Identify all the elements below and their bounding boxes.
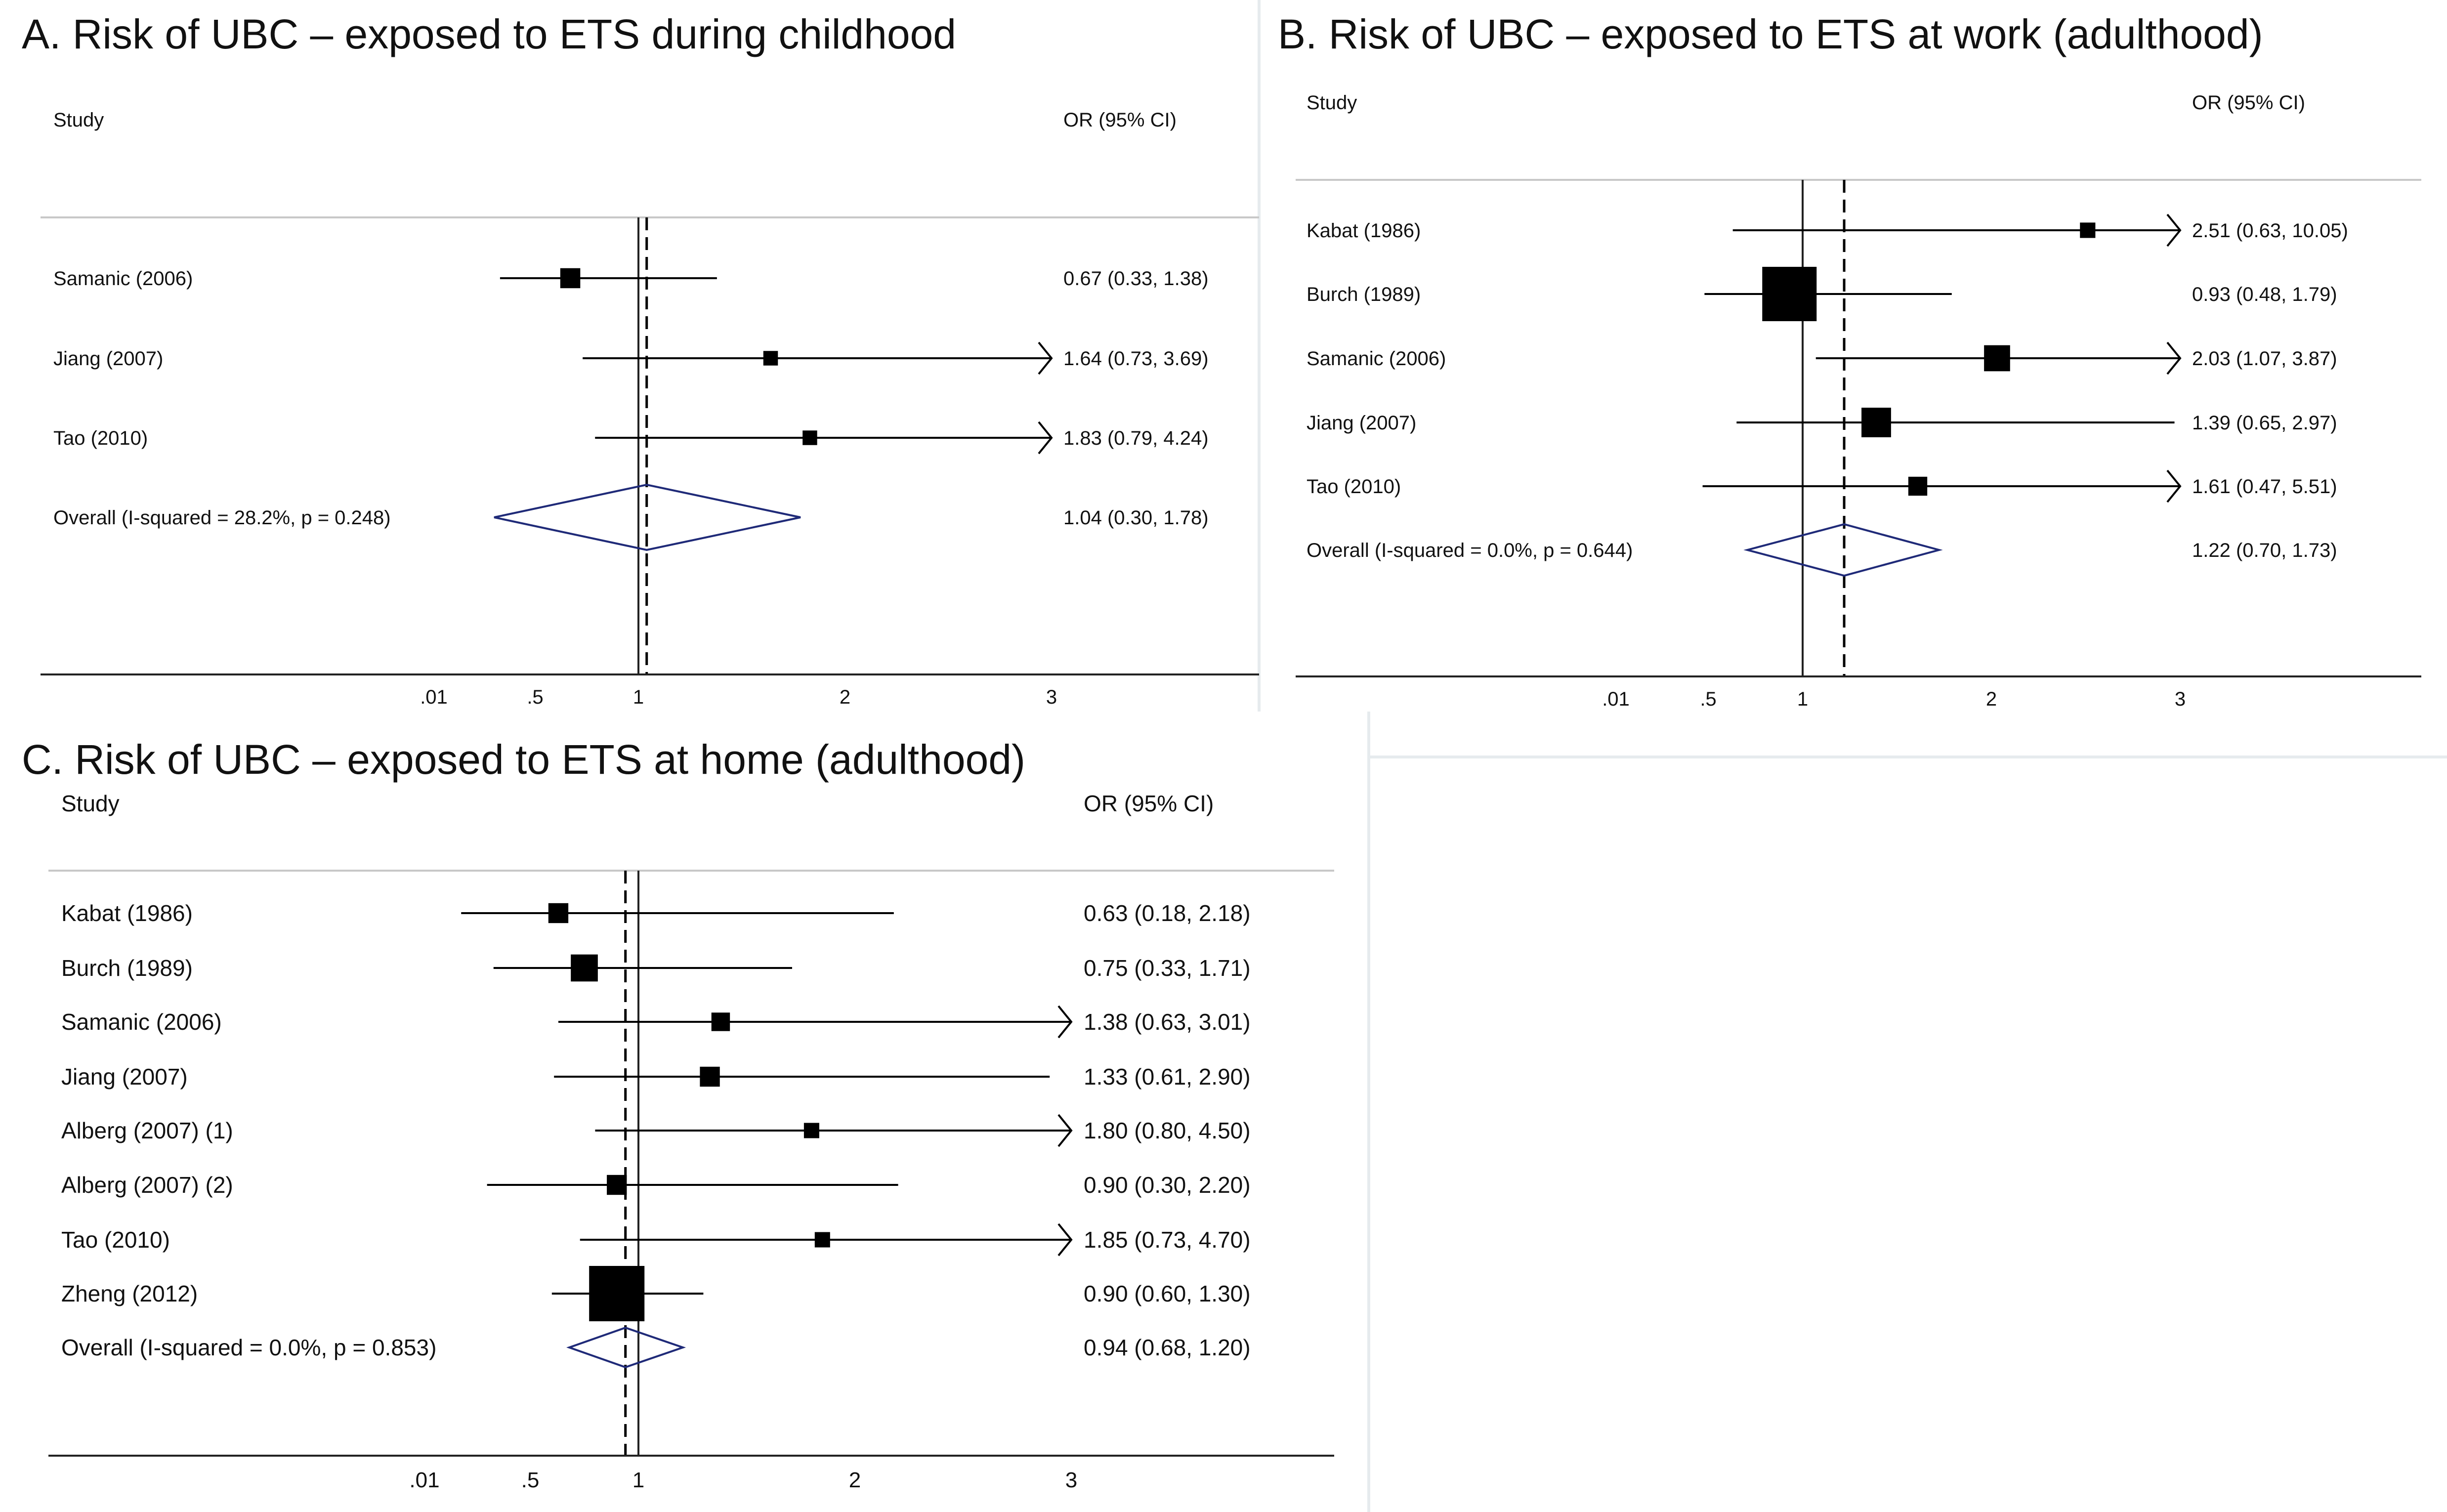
overall-diamond	[494, 483, 801, 551]
study-or-value: 1.38 (0.63, 3.01)	[1084, 1009, 1251, 1035]
point-estimate-square	[571, 954, 598, 982]
point-estimate-square	[1762, 267, 1817, 321]
x-tick-label: .01	[409, 1468, 439, 1492]
or-column-header: OR (95% CI)	[1063, 109, 1177, 131]
study-or-value: 0.93 (0.48, 1.79)	[2192, 284, 2337, 305]
study-label: Jiang (2007)	[1307, 412, 1416, 434]
overall-label: Overall (I-squared = 0.0%, p = 0.644)	[1307, 540, 1633, 561]
study-or-value: 1.61 (0.47, 5.51)	[2192, 476, 2337, 498]
study-label: Kabat (1986)	[1307, 220, 1421, 242]
point-estimate-square	[2080, 222, 2096, 238]
study-label: Kabat (1986)	[61, 900, 193, 926]
point-estimate-square	[589, 1266, 645, 1321]
point-estimate-square	[802, 430, 817, 445]
panel-title: A. Risk of UBC – exposed to ETS during c…	[22, 11, 956, 57]
x-tick-label: 3	[2175, 688, 2186, 710]
ci-truncation-arrow	[2166, 341, 2182, 375]
overall-or-value: 0.94 (0.68, 1.20)	[1084, 1335, 1251, 1360]
study-or-value: 1.64 (0.73, 3.69)	[1063, 348, 1209, 370]
overall-label: Overall (I-squared = 0.0%, p = 0.853)	[61, 1335, 436, 1360]
x-tick-label: 2	[849, 1468, 861, 1492]
study-or-value: 0.90 (0.30, 2.20)	[1084, 1172, 1251, 1198]
x-tick-label: .5	[521, 1468, 540, 1492]
study-or-value: 1.83 (0.79, 4.24)	[1063, 427, 1209, 449]
panel-title: C. Risk of UBC – exposed to ETS at home …	[22, 736, 1025, 783]
x-tick-label: 1	[633, 686, 644, 708]
x-tick-label: 2	[1986, 688, 1997, 710]
study-label: Samanic (2006)	[1307, 348, 1446, 370]
point-estimate-square	[711, 1012, 730, 1031]
ci-truncation-arrow	[2166, 469, 2182, 503]
panel-c: C. Risk of UBC – exposed to ETS at home …	[22, 736, 1334, 1492]
study-label: Samanic (2006)	[53, 268, 193, 290]
x-tick-label: 3	[1046, 686, 1057, 708]
point-estimate-square	[560, 268, 581, 289]
x-tick-label: 2	[840, 686, 850, 708]
study-label: Tao (2010)	[53, 427, 148, 449]
x-tick-label: 1	[633, 1468, 644, 1492]
or-column-header: OR (95% CI)	[2192, 92, 2305, 114]
overall-label: Overall (I-squared = 28.2%, p = 0.248)	[53, 507, 391, 529]
or-column-header: OR (95% CI)	[1084, 791, 1214, 816]
overall-or-value: 1.04 (0.30, 1.78)	[1063, 507, 1209, 529]
x-tick-label: 3	[1065, 1468, 1077, 1492]
study-or-value: 2.03 (1.07, 3.87)	[2192, 348, 2337, 370]
ci-truncation-arrow	[1038, 341, 1053, 375]
study-or-value: 1.80 (0.80, 4.50)	[1084, 1118, 1251, 1143]
study-label: Tao (2010)	[61, 1227, 170, 1253]
point-estimate-square	[607, 1175, 627, 1195]
x-tick-label: 1	[1797, 688, 1808, 710]
point-estimate-square	[763, 351, 778, 366]
study-label: Alberg (2007) (2)	[61, 1172, 233, 1198]
ci-truncation-arrow	[2166, 213, 2182, 247]
study-or-value: 1.39 (0.65, 2.97)	[2192, 412, 2337, 434]
study-column-header: Study	[61, 791, 120, 816]
study-or-value: 0.67 (0.33, 1.38)	[1063, 268, 1209, 290]
study-label: Burch (1989)	[1307, 284, 1421, 305]
study-or-value: 0.75 (0.33, 1.71)	[1084, 955, 1251, 981]
point-estimate-square	[1861, 408, 1891, 437]
study-label: Zheng (2012)	[61, 1281, 198, 1306]
ci-truncation-arrow	[1038, 421, 1053, 455]
study-label: Jiang (2007)	[53, 348, 163, 370]
study-or-value: 0.90 (0.60, 1.30)	[1084, 1281, 1251, 1306]
overall-diamond	[1743, 523, 1943, 577]
point-estimate-square	[1984, 345, 2010, 372]
point-estimate-square	[1908, 476, 1928, 496]
ci-truncation-arrow	[1057, 1114, 1073, 1147]
study-label: Burch (1989)	[61, 955, 193, 981]
study-or-value: 1.85 (0.73, 4.70)	[1084, 1227, 1251, 1253]
study-column-header: Study	[53, 109, 104, 131]
x-tick-label: .5	[1700, 688, 1716, 710]
x-tick-label: .01	[420, 686, 448, 708]
point-estimate-square	[803, 1123, 819, 1138]
study-label: Tao (2010)	[1307, 476, 1401, 498]
study-or-value: 0.63 (0.18, 2.18)	[1084, 900, 1251, 926]
point-estimate-square	[814, 1232, 830, 1248]
x-tick-label: .5	[527, 686, 543, 708]
study-label: Samanic (2006)	[61, 1009, 222, 1035]
overall-diamond	[566, 1326, 686, 1369]
study-or-value: 2.51 (0.63, 10.05)	[2192, 220, 2348, 242]
panel-b: B. Risk of UBC – exposed to ETS at work …	[1278, 11, 2421, 710]
ci-truncation-arrow	[1057, 1223, 1073, 1257]
overall-or-value: 1.22 (0.70, 1.73)	[2192, 540, 2337, 561]
study-label: Alberg (2007) (1)	[61, 1118, 233, 1143]
panel-a: A. Risk of UBC – exposed to ETS during c…	[22, 11, 1259, 708]
study-column-header: Study	[1307, 92, 1357, 114]
study-label: Jiang (2007)	[61, 1064, 188, 1090]
x-tick-label: .01	[1602, 688, 1630, 710]
panel-title: B. Risk of UBC – exposed to ETS at work …	[1278, 11, 2263, 57]
point-estimate-square	[548, 903, 569, 924]
point-estimate-square	[700, 1066, 720, 1087]
study-or-value: 1.33 (0.61, 2.90)	[1084, 1064, 1251, 1090]
ci-truncation-arrow	[1057, 1005, 1073, 1039]
